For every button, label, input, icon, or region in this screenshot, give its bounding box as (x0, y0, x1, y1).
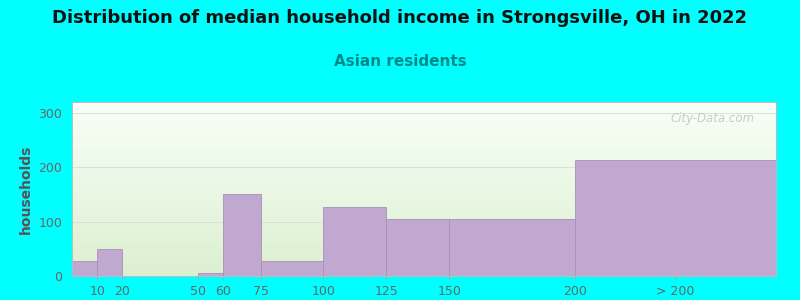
Bar (386, 219, 449, 276)
Bar (198, 273, 223, 276)
Bar (323, 207, 386, 276)
Text: Asian residents: Asian residents (334, 54, 466, 69)
Text: Distribution of median household income in Strongsville, OH in 2022: Distribution of median household income … (53, 9, 747, 27)
Text: City-Data.com: City-Data.com (670, 112, 755, 125)
Bar (261, 261, 323, 276)
Bar (72, 261, 97, 276)
Bar (449, 219, 575, 276)
Y-axis label: households: households (19, 144, 33, 234)
Bar (223, 194, 261, 276)
Bar (97, 249, 122, 276)
Bar (575, 160, 776, 276)
